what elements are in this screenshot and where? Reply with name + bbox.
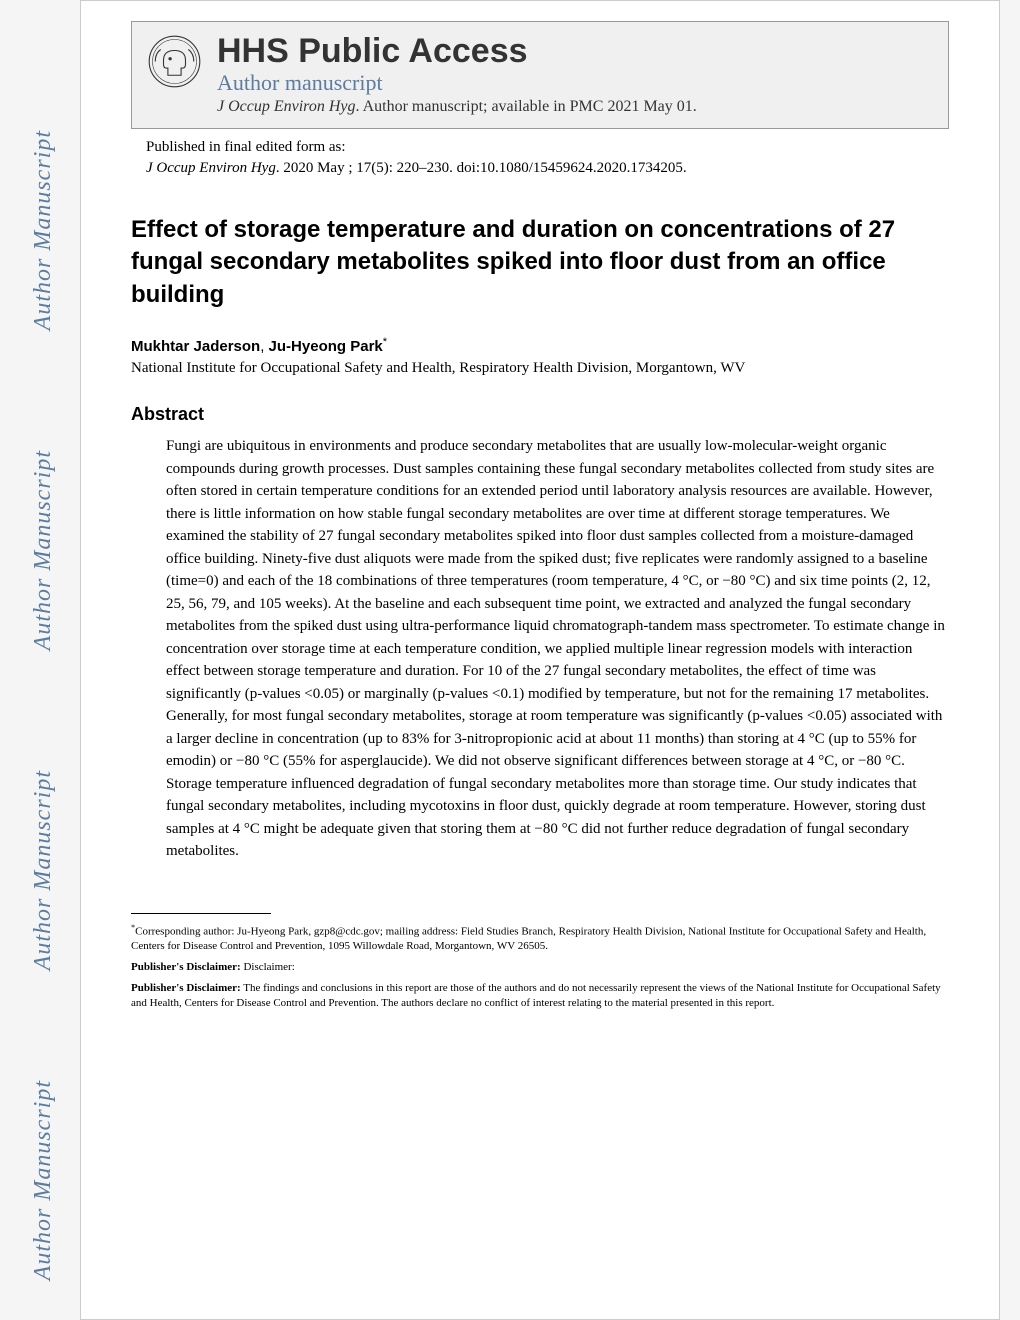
footnote-corresponding: *Corresponding author: Ju-Hyeong Park, g… — [131, 922, 949, 954]
pub-form-line: Published in final edited form as: — [146, 137, 949, 158]
footnote-disclaimer-body: Publisher's Disclaimer: The findings and… — [131, 981, 949, 1011]
article-title: Effect of storage temperature and durati… — [131, 214, 949, 311]
disclaimer-short-text: Disclaimer: — [241, 961, 295, 973]
footnote-rule — [131, 913, 271, 914]
author-manuscript-label: Author manuscript — [217, 70, 933, 96]
disclaimer-label-2: Publisher's Disclaimer: — [131, 982, 241, 994]
watermark-author-manuscript: Author Manuscript — [30, 130, 57, 330]
citation-details: . 2020 May ; 17(5): 220–230. doi:10.1080… — [276, 160, 687, 176]
affiliation: National Institute for Occupational Safe… — [131, 358, 949, 379]
watermark-author-manuscript: Author Manuscript — [30, 770, 57, 970]
hhs-logo-icon — [147, 34, 202, 89]
corresponding-marker: * — [383, 336, 387, 348]
footnote-disclaimer-short: Publisher's Disclaimer: Disclaimer: — [131, 960, 949, 975]
journal-availability: J Occup Environ Hyg. Author manuscript; … — [217, 98, 933, 116]
abstract-heading: Abstract — [131, 404, 949, 425]
author-1: Mukhtar Jaderson — [131, 338, 260, 355]
availability-text: . Author manuscript; available in PMC 20… — [355, 98, 696, 115]
author-list: Mukhtar Jaderson, Ju-Hyeong Park* — [131, 336, 949, 355]
page-container: HHS Public Access Author manuscript J Oc… — [80, 0, 1000, 1320]
disclaimer-label: Publisher's Disclaimer: — [131, 961, 241, 973]
journal-name: J Occup Environ Hyg — [217, 98, 355, 115]
header-text-block: HHS Public Access Author manuscript J Oc… — [217, 34, 933, 116]
citation-journal: J Occup Environ Hyg — [146, 160, 276, 176]
watermark-author-manuscript: Author Manuscript — [30, 450, 57, 650]
corresponding-text: Corresponding author: Ju-Hyeong Park, gz… — [131, 925, 926, 952]
watermark-author-manuscript: Author Manuscript — [30, 1080, 57, 1280]
publication-info: Published in final edited form as: J Occ… — [146, 137, 949, 179]
abstract-body: Fungi are ubiquitous in environments and… — [166, 435, 949, 863]
pub-citation: J Occup Environ Hyg. 2020 May ; 17(5): 2… — [146, 158, 949, 179]
author-2: Ju-Hyeong Park — [269, 338, 383, 355]
author-sep: , — [260, 338, 268, 355]
disclaimer-body-text: The findings and conclusions in this rep… — [131, 982, 941, 1009]
hhs-public-access-title: HHS Public Access — [217, 34, 933, 68]
header-box: HHS Public Access Author manuscript J Oc… — [131, 21, 949, 129]
